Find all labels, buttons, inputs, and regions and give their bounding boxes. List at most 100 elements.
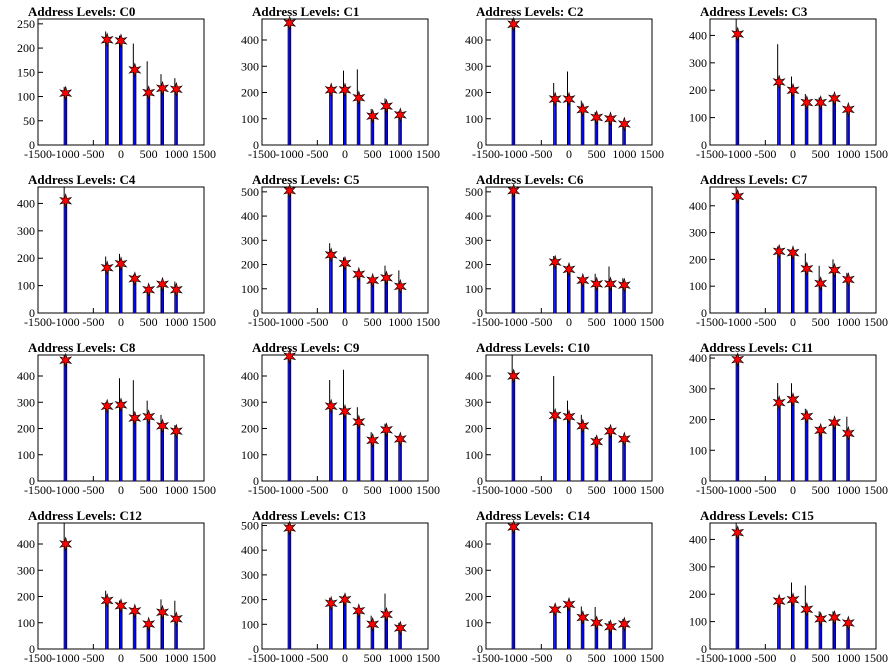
x-tick-label: 0 <box>790 147 796 161</box>
x-tick-label: 0 <box>566 315 572 329</box>
peak-marker <box>800 261 814 277</box>
peak-marker <box>324 247 338 263</box>
histogram-bar <box>330 254 333 313</box>
peak-marker <box>142 85 156 101</box>
x-tick-label: 0 <box>566 651 572 665</box>
histogram-bar <box>161 284 164 313</box>
y-tick-label: 400 <box>17 369 35 383</box>
histogram-bar <box>581 617 584 649</box>
x-tick-label: -1500 <box>472 483 500 497</box>
y-tick-label: 300 <box>17 563 35 577</box>
x-tick-label: -500 <box>306 315 328 329</box>
peak-marker <box>576 609 590 626</box>
x-tick-label: -500 <box>82 315 104 329</box>
x-tick-label: 500 <box>812 483 830 497</box>
y-tick-label: 300 <box>465 233 483 247</box>
chart-panel-4: Address Levels: C4 0 100 200 300 400 -1500 -100… <box>17 172 216 329</box>
x-tick-label: 1000 <box>164 651 188 665</box>
histogram-bar <box>357 97 360 145</box>
chart-panel-10: Address Levels: C10 0 100 200 300 400 -1500 -10… <box>465 340 664 497</box>
histogram-bar <box>133 69 136 145</box>
x-tick-label: -1500 <box>696 147 724 161</box>
x-tick-label: 1500 <box>416 147 440 161</box>
x-tick-label: 1500 <box>416 483 440 497</box>
x-tick-label: 0 <box>342 651 348 665</box>
x-tick-label: -500 <box>754 315 776 329</box>
peak-marker <box>562 409 576 425</box>
x-tick-label: 1500 <box>640 315 664 329</box>
histogram-bar <box>106 267 109 313</box>
x-tick-label: 0 <box>790 651 796 665</box>
y-tick-label: 200 <box>465 258 483 272</box>
chart-title: Address Levels: C12 <box>28 508 142 523</box>
histogram-bar <box>805 268 808 313</box>
histogram-bar <box>330 603 333 649</box>
x-tick-label: -500 <box>82 147 104 161</box>
peak-marker <box>841 615 855 631</box>
histogram-bar <box>581 109 584 145</box>
x-tick-label: 0 <box>342 483 348 497</box>
x-tick-label: 500 <box>812 315 830 329</box>
y-tick-label: 100 <box>17 90 35 104</box>
y-tick-label: 50 <box>23 114 35 128</box>
x-tick-label: -500 <box>754 147 776 161</box>
peak-marker <box>590 434 604 450</box>
x-tick-label: -1000 <box>500 315 528 329</box>
histogram-bar <box>64 544 67 649</box>
x-tick-label: 1000 <box>612 147 636 161</box>
peak-marker <box>562 596 576 612</box>
peak-marker <box>393 278 407 294</box>
y-tick-label: 300 <box>689 560 707 574</box>
peak-marker <box>814 95 828 111</box>
histogram-bar <box>736 532 739 649</box>
histogram-bar <box>819 102 822 145</box>
histogram-bar <box>554 609 557 649</box>
x-tick-label: -1500 <box>24 651 52 665</box>
peak-marker <box>603 111 618 127</box>
chart-title: Address Levels: C11 <box>700 340 813 355</box>
peak-marker <box>814 275 828 292</box>
x-tick-label: 1500 <box>416 651 440 665</box>
chart-title: Address Levels: C2 <box>476 4 583 19</box>
x-tick-label: 1500 <box>640 483 664 497</box>
histogram-bar <box>568 416 570 481</box>
x-tick-label: -500 <box>530 315 552 329</box>
x-tick-label: -1000 <box>276 651 304 665</box>
histogram-bar <box>288 356 291 481</box>
histogram-bar <box>512 190 515 313</box>
chart-panel-3: Address Levels: C3 0 100 200 300 400 -1500 -100… <box>689 4 888 161</box>
y-tick-label: 200 <box>465 590 483 604</box>
histogram-bar <box>554 262 557 313</box>
x-tick-label: -1000 <box>52 147 80 161</box>
x-tick-label: 0 <box>118 483 124 497</box>
y-tick-label: 0 <box>701 138 707 152</box>
y-tick-label: 0 <box>701 474 707 488</box>
histogram-bar <box>64 200 67 313</box>
chart-panel-15: Address Levels: C15 0 100 200 300 400 -1500 -10… <box>689 508 888 665</box>
histogram-bar <box>609 118 612 145</box>
histogram-bar <box>847 279 850 313</box>
histogram-bar <box>595 441 598 481</box>
x-tick-label: 1000 <box>836 651 860 665</box>
peak-marker <box>590 615 604 631</box>
x-tick-label: 1000 <box>388 315 412 329</box>
x-tick-label: -1500 <box>696 483 724 497</box>
histogram-bar <box>133 418 136 481</box>
x-tick-label: -1000 <box>500 651 528 665</box>
histogram-bar <box>805 416 808 481</box>
y-tick-label: 200 <box>465 422 483 436</box>
peak-marker <box>142 616 156 632</box>
y-tick-label: 400 <box>465 369 483 383</box>
y-tick-label: 0 <box>701 642 707 656</box>
peak-marker <box>366 432 380 448</box>
histogram-bar <box>120 263 122 313</box>
x-tick-label: 1500 <box>192 315 216 329</box>
histogram-bar <box>344 411 346 481</box>
histogram-bar <box>399 286 402 313</box>
histogram-bar <box>792 90 794 145</box>
y-tick-label: 300 <box>465 563 483 577</box>
x-tick-label: 1500 <box>640 651 664 665</box>
peak-marker <box>393 431 407 447</box>
chart-title: Address Levels: C5 <box>252 172 360 187</box>
x-tick-label: -500 <box>306 147 328 161</box>
